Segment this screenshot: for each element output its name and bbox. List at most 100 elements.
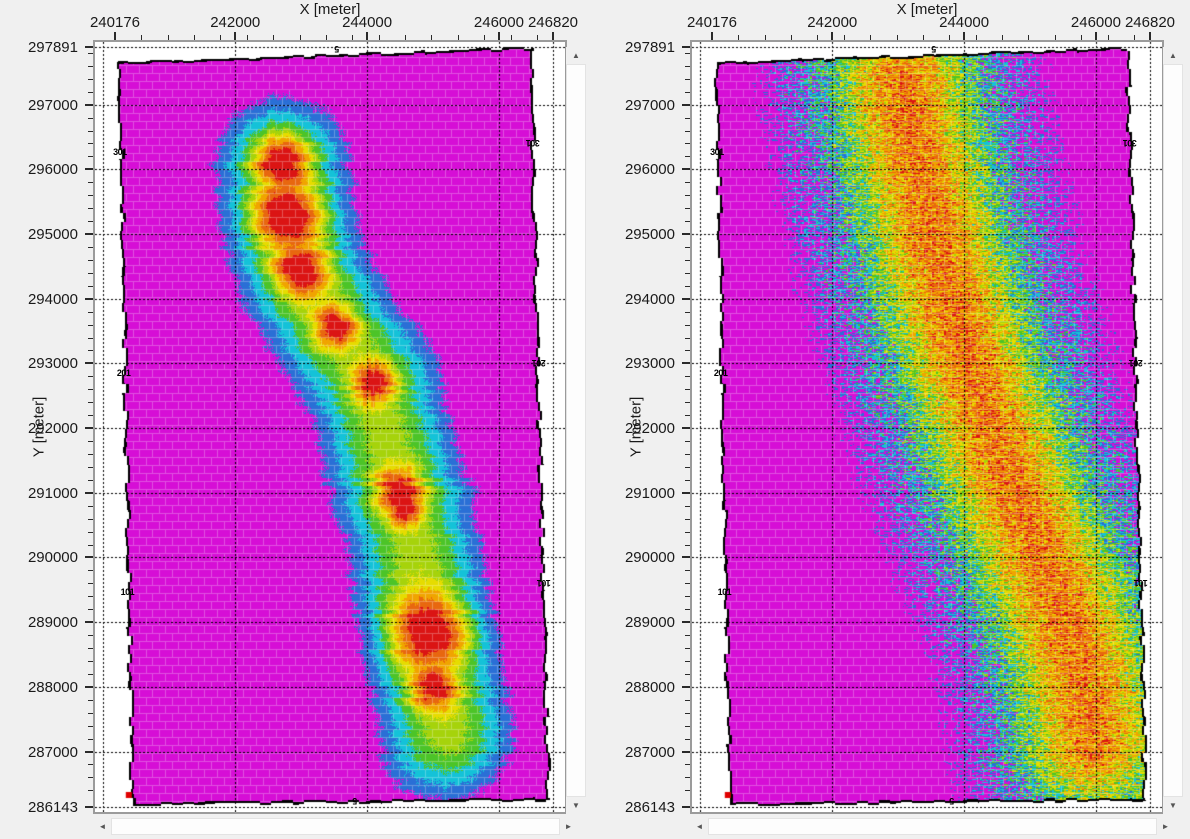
y-major-tick	[85, 806, 93, 808]
scroll-right-button[interactable]: ►	[1157, 818, 1174, 835]
x-minor-tick	[949, 35, 951, 40]
y-tick-label: 293000	[27, 355, 78, 373]
y-minor-tick	[685, 246, 690, 248]
x-minor-tick	[870, 35, 872, 40]
y-tick-label: 296000	[624, 161, 675, 179]
y-minor-tick	[685, 699, 690, 701]
y-tick-label: 296000	[27, 161, 78, 179]
y-tick-label: 290000	[27, 549, 78, 567]
inline-number-label: 101	[1134, 578, 1148, 588]
inline-number-label: 201	[1128, 358, 1143, 368]
map-plot-area[interactable]	[690, 40, 1164, 814]
x-axis-title: X [meter]	[896, 1, 958, 18]
scroll-left-button[interactable]: ◄	[94, 818, 111, 835]
y-minor-tick	[88, 505, 93, 507]
y-minor-tick	[685, 272, 690, 274]
y-minor-tick	[88, 660, 93, 662]
x-tick-label: 246820	[1124, 14, 1176, 31]
inline-number-label: 101	[537, 578, 551, 588]
y-minor-tick	[88, 609, 93, 611]
x-major-tick	[1149, 32, 1151, 40]
horizontal-scrollbar[interactable]: ◄ ►	[94, 818, 577, 835]
y-minor-tick	[685, 583, 690, 585]
scroll-left-button[interactable]: ◄	[691, 818, 708, 835]
x-minor-tick	[194, 35, 196, 40]
y-major-tick	[85, 46, 93, 48]
y-minor-tick	[685, 324, 690, 326]
y-tick-label: 287000	[27, 743, 78, 761]
horizontal-scroll-thumb[interactable]	[111, 818, 560, 835]
y-minor-tick	[685, 648, 690, 650]
x-tick-label: 244000	[342, 14, 393, 31]
x-major-tick	[1094, 32, 1097, 40]
heatmap-canvas[interactable]	[692, 42, 1162, 812]
heatmap-canvas[interactable]	[95, 42, 565, 812]
x-minor-tick	[299, 35, 301, 40]
y-minor-tick	[88, 52, 93, 54]
y-minor-tick	[685, 466, 690, 468]
crossline-number-label: 5	[334, 44, 340, 54]
y-minor-tick	[685, 143, 690, 145]
x-minor-tick	[457, 35, 459, 40]
y-minor-tick	[685, 635, 690, 637]
y-tick-label: 289000	[624, 614, 675, 632]
scroll-down-button[interactable]: ▼	[566, 797, 586, 814]
scroll-right-button[interactable]: ►	[560, 818, 577, 835]
x-tick-label: 244000	[939, 14, 990, 31]
y-tick-label: 289000	[27, 614, 78, 632]
y-minor-tick	[685, 182, 690, 184]
horizontal-scrollbar[interactable]: ◄ ►	[691, 818, 1174, 835]
vertical-scrollbar[interactable]: ▲ ▼	[1163, 47, 1183, 814]
y-major-tick	[682, 621, 690, 624]
y-minor-tick	[88, 790, 93, 792]
y-minor-tick	[88, 117, 93, 119]
x-minor-tick	[922, 35, 924, 40]
x-major-tick	[963, 32, 966, 40]
x-minor-tick	[896, 35, 898, 40]
y-minor-tick	[685, 78, 690, 80]
vertical-scrollbar[interactable]: ▲ ▼	[566, 47, 586, 814]
y-tick-label: 294000	[624, 290, 675, 308]
y-minor-tick	[88, 246, 93, 248]
y-minor-tick	[88, 78, 93, 80]
y-tick-label: 294000	[27, 290, 78, 308]
vertical-scroll-thumb[interactable]	[1163, 64, 1183, 797]
y-minor-tick	[88, 389, 93, 391]
y-minor-tick	[88, 725, 93, 727]
x-minor-tick	[1107, 35, 1109, 40]
y-major-tick	[682, 491, 690, 494]
y-major-tick	[682, 297, 690, 300]
scroll-up-button[interactable]: ▲	[1163, 47, 1183, 64]
y-minor-tick	[685, 415, 690, 417]
y-tick-label: 291000	[624, 484, 675, 502]
x-axis-title: X [meter]	[299, 1, 361, 18]
map-plot-area[interactable]	[93, 40, 567, 814]
x-minor-tick	[738, 35, 740, 40]
x-minor-tick	[167, 35, 169, 40]
y-minor-tick	[685, 453, 690, 455]
y-minor-tick	[88, 648, 93, 650]
y-minor-tick	[88, 402, 93, 404]
y-major-tick	[85, 427, 93, 430]
crossline-number-label: 5	[949, 796, 955, 806]
scroll-up-button[interactable]: ▲	[566, 47, 586, 64]
y-major-tick	[682, 103, 690, 106]
vertical-scroll-thumb[interactable]	[566, 64, 586, 797]
x-major-tick	[114, 32, 116, 40]
map-panel-left: X [meter] Y [meter] 240176 242000 244000 24…	[0, 0, 590, 839]
x-minor-tick	[1028, 35, 1030, 40]
y-minor-tick	[685, 544, 690, 546]
y-minor-tick	[88, 738, 93, 740]
x-minor-tick	[141, 35, 143, 40]
y-major-tick	[85, 750, 93, 753]
y-minor-tick	[685, 285, 690, 287]
x-minor-tick	[484, 35, 486, 40]
horizontal-scroll-thumb[interactable]	[708, 818, 1157, 835]
scroll-down-button[interactable]: ▼	[1163, 797, 1183, 814]
y-tick-label: 288000	[27, 678, 78, 696]
y-minor-tick	[685, 311, 690, 313]
x-tick-label: 240176	[686, 14, 738, 31]
x-minor-tick	[1133, 35, 1135, 40]
y-minor-tick	[88, 195, 93, 197]
y-major-tick	[85, 685, 93, 688]
